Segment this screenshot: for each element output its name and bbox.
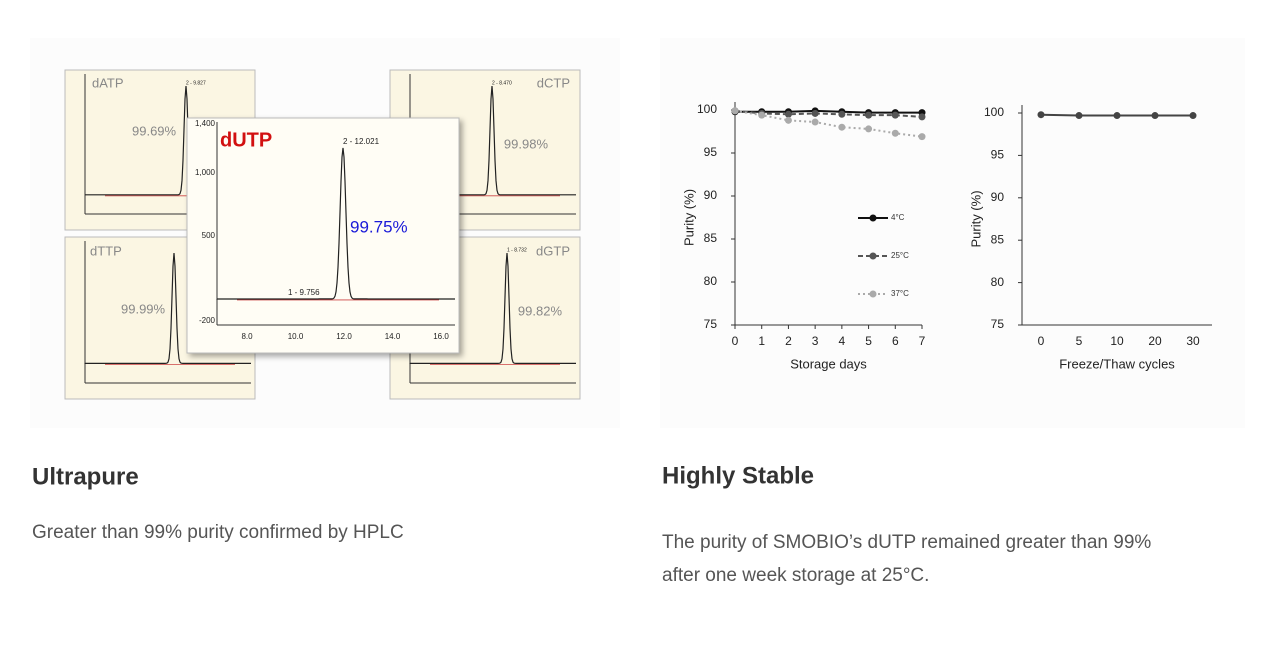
y-tick-label: 75: [991, 317, 1005, 331]
chromatogram-trace: [84, 252, 251, 364]
heading: Highly Stable: [662, 462, 814, 489]
purity-label: 99.98%: [504, 136, 549, 151]
purity-label: 99.82%: [518, 303, 563, 318]
heading: Ultrapure: [32, 463, 139, 490]
y-tick-label: 90: [991, 190, 1005, 204]
legend-label: 25°C: [891, 251, 909, 260]
y-tick-label: 75: [704, 317, 718, 331]
x-tick-label: 8.0: [241, 332, 253, 341]
y-tick-label: -200: [199, 316, 216, 325]
purity-label: 99.99%: [121, 301, 166, 316]
purity-label: 99.75%: [350, 217, 408, 236]
compound-name: dATP: [92, 75, 124, 90]
data-point: [811, 118, 819, 126]
data-point: [758, 111, 766, 119]
peak-label: 2 - 8.470: [492, 80, 512, 86]
x-tick-label: 7: [919, 334, 926, 348]
compound-name: dUTP: [220, 129, 272, 151]
series-line: [734, 109, 923, 118]
x-axis-label: Freeze/Thaw cycles: [1059, 356, 1175, 371]
y-tick-label: 90: [704, 188, 718, 202]
x-tick-label: 3: [812, 334, 819, 348]
x-axis-label: Storage days: [790, 356, 867, 371]
y-tick-label: 100: [697, 102, 717, 116]
y-tick-label: 85: [991, 232, 1005, 246]
peak-label: 1 - 8.732: [507, 247, 527, 253]
y-tick-label: 80: [991, 275, 1005, 289]
data-point: [1151, 112, 1159, 120]
peak-label: 2 - 12.021: [343, 137, 380, 146]
x-tick-label: 30: [1186, 334, 1200, 348]
x-tick-label: 0: [1038, 334, 1045, 348]
data-point: [784, 116, 792, 124]
y-tick-label: 100: [984, 105, 1004, 119]
chromatogram-trace: [216, 147, 455, 300]
x-tick-label: 20: [1148, 334, 1162, 348]
peak-label: 1 - 9.756: [288, 288, 320, 297]
x-tick-label: 2: [785, 334, 792, 348]
x-tick-label: 10.0: [288, 332, 304, 341]
y-tick-label: 80: [704, 274, 718, 288]
series-line: [734, 109, 923, 138]
y-tick-label: 85: [704, 231, 718, 245]
compound-name: dCTP: [537, 75, 570, 90]
data-point: [918, 133, 926, 141]
data-point: [784, 110, 792, 118]
data-point: [838, 110, 846, 118]
y-axis-label: Purity (%): [681, 189, 696, 246]
chromatogram-trace: [409, 252, 576, 364]
description: Greater than 99% purity confirmed by HPL…: [32, 522, 404, 543]
peak-label: 2 - 9.827: [186, 80, 206, 86]
description: The purity of SMOBIO’s dUTP remained gre…: [662, 532, 1151, 553]
data-point: [811, 109, 819, 117]
legend-label: 4°C: [891, 213, 905, 222]
data-point: [891, 111, 899, 119]
x-tick-label: 4: [839, 334, 846, 348]
x-tick-label: 1: [758, 334, 765, 348]
description: after one week storage at 25°C.: [662, 565, 929, 586]
purity-label: 99.69%: [132, 123, 177, 138]
y-tick-label: 95: [704, 145, 718, 159]
y-tick-label: 95: [991, 148, 1005, 162]
x-tick-label: 5: [1076, 334, 1083, 348]
legend-label: 37°C: [891, 289, 909, 298]
line-chart: 0 5 10 20 30 75 80 85 90 95 100 Freeze/Thaw cycles P…: [968, 105, 1212, 371]
legend-marker: [869, 214, 877, 222]
line-chart: 0 1 2 3 4 5 6 7 75 80 85 90 95 100 Storage days Purity …: [681, 102, 926, 371]
compound-name: dTTP: [90, 243, 122, 258]
y-axis-label: Purity (%): [968, 190, 983, 247]
y-tick-label: 500: [202, 231, 216, 240]
x-tick-label: 16.0: [433, 332, 449, 341]
data-point: [891, 129, 899, 137]
x-tick-label: 6: [892, 334, 899, 348]
data-point: [1113, 112, 1121, 120]
panel-bg: [186, 117, 460, 354]
y-tick-label: 1,000: [195, 168, 216, 177]
data-point: [865, 111, 873, 119]
data-point: [1189, 112, 1197, 120]
x-tick-label: 12.0: [336, 332, 352, 341]
legend-marker: [869, 290, 877, 298]
x-tick-label: 0: [732, 334, 739, 348]
hplc-panel: dUTP 99.75% 2 - 12.021 1 - 9.756 1,400 1,000 5…: [186, 117, 460, 354]
legend-marker: [869, 252, 877, 260]
data-point: [1037, 111, 1045, 119]
right-panel: [660, 38, 1245, 428]
y-tick-label: 1,400: [195, 119, 216, 128]
data-point: [838, 123, 846, 131]
x-tick-label: 14.0: [385, 332, 401, 341]
data-point: [918, 113, 926, 121]
x-tick-label: 10: [1110, 334, 1124, 348]
data-point: [1075, 112, 1083, 120]
x-tick-label: 5: [865, 334, 872, 348]
data-point: [731, 107, 739, 115]
data-point: [865, 125, 873, 133]
series-line: [735, 109, 922, 114]
compound-name: dGTP: [536, 243, 570, 258]
